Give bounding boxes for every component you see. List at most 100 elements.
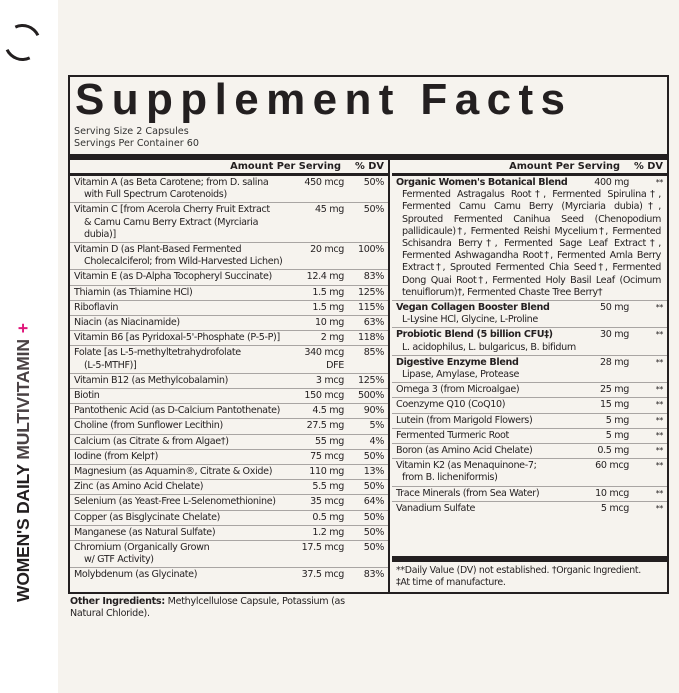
nutrient-name: Zinc (as Amino Acid Chelate) <box>74 481 288 493</box>
nutrient-name-line: Riboflavin <box>74 301 119 313</box>
nutrient-name: Vitamin E (as D-Alpha Tocopheryl Succina… <box>74 271 288 283</box>
amount-value: 5.5 mg <box>312 481 344 493</box>
nutrient-name-line: Vitamin A (as Beta Carotene; from D. sal… <box>74 177 269 188</box>
ingredient-amount: 30 mg <box>600 329 629 341</box>
nutrient-dv: 83% <box>363 569 385 581</box>
amount-value: 150 mcg <box>304 390 344 402</box>
nutrient-dv: 63% <box>363 317 385 329</box>
amount-header: Amount Per Serving <box>509 161 621 172</box>
amount-value: 10 mg <box>315 317 344 329</box>
nutrient-row: Niacin (as Niacinamide) 10 mg 63% <box>70 316 388 332</box>
column-header: Amount Per Serving % DV <box>70 160 388 176</box>
ingredient-name: Omega 3 (from Microalgae) <box>396 384 520 396</box>
nutrient-row: Vitamin C [from Acerola Cherry Fruit Ext… <box>70 203 388 244</box>
divider <box>70 154 667 160</box>
nutrient-row: Riboflavin 1.5 mg 115% <box>70 301 388 317</box>
nutrient-name-line: w/ GTF Activity) <box>84 554 154 566</box>
nutrient-amount: 1.5 mg <box>288 287 344 299</box>
ingredient-name: Digestive Enzyme Blend <box>396 356 519 368</box>
nutrient-name: Vitamin A (as Beta Carotene; from D. sal… <box>74 177 288 201</box>
nutrient-row: Chromium (Organically Grown w/ GTF Activi… <box>70 541 388 569</box>
nutrient-name-line: & Camu Camu Berry Extract (Myrciaria dub… <box>84 216 259 240</box>
ingredient-amount: 5 mg <box>605 414 630 426</box>
ingredient-amount: 15 mg <box>600 399 629 411</box>
ingredient-amount: 0.5 mg <box>597 445 629 457</box>
ingredient-amount: 5 mcg <box>600 502 629 514</box>
nutrient-dv: 83% <box>363 271 385 283</box>
amount-value: 55 mg <box>315 435 344 447</box>
nutrient-name-line: Manganese (as Natural Sulfate) <box>74 526 216 538</box>
nutrient-dv: 5% <box>369 420 384 432</box>
nutrient-row: Zinc (as Amino Acid Chelate) 5.5 mg 50% <box>70 480 388 496</box>
nutrient-name-line: Selenium (as Yeast-Free L-Selenomethioni… <box>74 496 276 508</box>
nutrient-dv: 4% <box>369 435 384 447</box>
nutrient-row: Pantothenic Acid (as D-Calcium Pantothen… <box>70 404 388 420</box>
nutrient-name: Copper (as Bisglycinate Chelate) <box>74 512 288 524</box>
nutrient-amount: 27.5 mg <box>288 420 345 432</box>
ingredient-name: Vegan Collagen Booster Blend <box>396 302 550 314</box>
nutrient-row: Manganese (as Natural Sulfate) 1.2 mg 50% <box>70 526 388 542</box>
amount-value: 20 mcg <box>310 244 344 256</box>
dv-header: % DV <box>355 161 384 172</box>
ingredient-dv: ** <box>655 488 664 498</box>
nutrient-amount: 5.5 mg <box>288 481 344 493</box>
panel-title: Supplement Facts <box>75 75 573 124</box>
nutrient-row: Choline (from Sunflower Lecithin) 27.5 mg… <box>70 419 388 435</box>
amount-value: 4.5 mg <box>312 405 344 417</box>
serving-size: Serving Size 2 Capsules <box>74 126 189 137</box>
nutrient-name-line: Niacin (as Niacinamide) <box>74 317 180 329</box>
nutrient-row: Molybdenum (as Glycinate) 37.5 mcg 83% <box>70 568 388 582</box>
ingredient-name: Probiotic Blend (5 billion CFU‡) <box>396 329 553 341</box>
ingredient-amount: 400 mg <box>594 177 629 188</box>
nutrient-name-line: (L-5-MTHF)] <box>84 359 137 371</box>
nutrient-name-line: Thiamin (as Thiamine HCl) <box>74 286 193 298</box>
nutrient-dv: 125% <box>357 374 384 386</box>
ingredient-name: Fermented Turmeric Root <box>396 429 509 441</box>
ingredient-row: Vanadium Sulfate 5 mcg ** <box>392 502 667 516</box>
nutrient-amount: 55 mg <box>288 436 344 448</box>
amount-value: 3 mcg <box>315 374 344 386</box>
brand-logo-icon <box>0 18 47 67</box>
ingredient-detail: Lipase, Amylase, Protease <box>402 369 520 381</box>
nutrient-name-line: Calcium (as Citrate & from Algae†) <box>74 435 229 447</box>
other-ingredients-label: Other Ingredients: <box>70 596 165 607</box>
nutrient-amount: 450 mcg <box>288 177 344 201</box>
nutrient-dv: 50% <box>363 177 385 188</box>
nutrient-amount: 340 mcg DFE <box>288 347 344 371</box>
nutrient-name: Selenium (as Yeast-Free L-Selenomethioni… <box>74 496 288 508</box>
nutrient-name-line: Molybdenum (as Glycinate) <box>74 569 198 581</box>
ingredient-amount: 50 mg <box>600 302 629 314</box>
amount-value: 110 mg <box>309 466 344 478</box>
ingredient-row: Omega 3 (from Microalgae) 25 mg ** <box>392 383 667 399</box>
ingredient-amount: 28 mg <box>600 356 629 368</box>
nutrient-amount: 1.2 mg <box>288 527 344 539</box>
nutrient-name: Chromium (Organically Grown w/ GTF Activi… <box>74 542 288 566</box>
footnote: ‡At time of manufacture. <box>396 577 506 588</box>
nutrient-name-line: Iodine (from Kelp†) <box>74 450 158 462</box>
ingredient-row: Lutein (from Marigold Flowers) 5 mg ** <box>392 414 667 429</box>
nutrient-amount: 1.5 mg <box>288 302 344 314</box>
amount-value: 27.5 mg <box>306 420 345 432</box>
nutrient-row: Selenium (as Yeast-Free L-Selenomethioni… <box>70 495 388 511</box>
nutrient-name-line: Chromium (Organically Grown <box>74 542 210 554</box>
ingredient-dv: ** <box>655 357 664 367</box>
ingredient-name: Trace Minerals (from Sea Water) <box>396 487 540 499</box>
ingredient-detail: from B. licheniformis) <box>402 472 498 484</box>
ingredient-dv: ** <box>655 385 664 395</box>
ingredient-dv: ** <box>655 400 664 410</box>
nutrient-dv: 50% <box>363 511 385 523</box>
amount-header: Amount Per Serving <box>230 161 342 172</box>
footnotes: **Daily Value (DV) not established. †Org… <box>392 556 667 592</box>
nutrient-name: Choline (from Sunflower Lecithin) <box>74 420 288 432</box>
nutrient-dv: 85% <box>363 347 385 359</box>
amount-value: 1.5 mg <box>312 286 344 298</box>
nutrient-dv: 50% <box>363 481 385 493</box>
footnote: **Daily Value (DV) not established. †Org… <box>396 565 641 576</box>
nutrient-name-line: Vitamin C [from Acerola Cherry Fruit Ext… <box>74 204 270 216</box>
nutrient-name: Folate [as L-5-methyltetrahydrofolate (L-… <box>74 347 288 371</box>
nutrient-name: Vitamin B12 (as Methylcobalamin) <box>74 375 288 387</box>
nutrient-row: Thiamin (as Thiamine HCl) 1.5 mg 125% <box>70 286 388 301</box>
servings-per-container: Servings Per Container 60 <box>74 138 199 149</box>
ingredient-amount: 5 mg <box>605 429 630 441</box>
nutrient-dv: 50% <box>363 526 385 538</box>
